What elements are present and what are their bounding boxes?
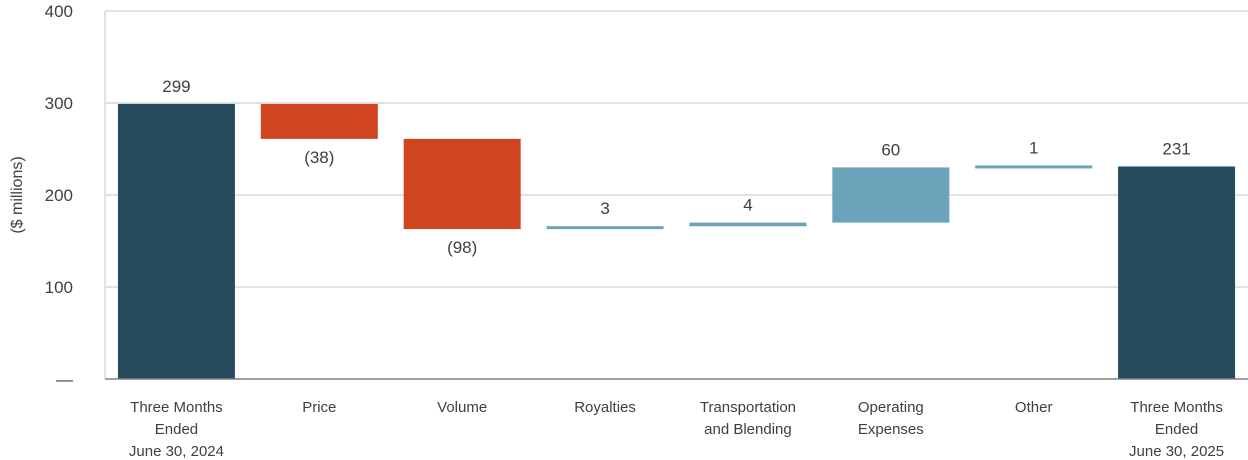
- bar-opex: [832, 167, 950, 223]
- x-tick-label-line: Ended: [155, 421, 198, 438]
- x-tick-label-line: Operating: [858, 399, 924, 416]
- labels: 299 Three Months Ended June 30, 2024 (38) Pri…: [129, 77, 1224, 460]
- x-tick-label-line: and Blending: [704, 421, 792, 438]
- y-tick-label: 100: [45, 278, 73, 297]
- data-label-transport: 4: [743, 196, 752, 215]
- bar-end: [1118, 166, 1236, 379]
- x-tick-label-price: Price: [302, 399, 336, 416]
- data-label-other: 1: [1029, 138, 1038, 157]
- x-tick-label-start: Three Months Ended June 30, 2024: [129, 399, 224, 460]
- x-tick-label-line: June 30, 2024: [129, 443, 224, 460]
- data-label-royalties: 3: [600, 199, 609, 218]
- x-tick-label-line: Three Months: [130, 399, 223, 416]
- x-tick-label-line: Three Months: [1130, 399, 1223, 416]
- bar-transport: [689, 222, 807, 227]
- data-label-opex: 60: [881, 140, 900, 159]
- x-tick-label-line: June 30, 2025: [1129, 443, 1224, 460]
- gridlines: [105, 10, 1248, 288]
- y-tick-label: 200: [45, 186, 73, 205]
- x-tick-label-other: Other: [1015, 399, 1053, 416]
- x-tick-label-line: Royalties: [574, 399, 636, 416]
- x-tick-label-royalties: Royalties: [574, 399, 636, 416]
- x-tick-label-volume: Volume: [437, 399, 487, 416]
- bar-price: [260, 103, 378, 139]
- data-label-price: (38): [304, 148, 334, 167]
- x-tick-label-opex: Operating Expenses: [858, 399, 924, 438]
- bar-royalties: [546, 226, 664, 230]
- axes: — 100 200 300 400 ($ millions): [9, 2, 1248, 389]
- data-label-start: 299: [162, 77, 190, 96]
- x-tick-label-line: Expenses: [858, 421, 924, 438]
- data-label-end: 231: [1162, 139, 1190, 158]
- y-tick-label: 300: [45, 94, 73, 113]
- bars: [117, 103, 1236, 380]
- bar-volume: [403, 138, 521, 230]
- x-tick-label-line: Volume: [437, 399, 487, 416]
- y-tick-label: 400: [45, 2, 73, 21]
- x-tick-label-transport: Transportation and Blending: [700, 399, 796, 438]
- x-tick-label-line: Transportation: [700, 399, 796, 416]
- x-tick-label-line: Other: [1015, 399, 1053, 416]
- x-tick-label-line: Ended: [1155, 421, 1198, 438]
- bar-start: [117, 103, 235, 380]
- y-axis-title: ($ millions): [9, 156, 26, 233]
- x-tick-label-end: Three Months Ended June 30, 2025: [1129, 399, 1224, 460]
- y-tick-label: —: [56, 370, 73, 389]
- x-tick-label-line: Price: [302, 399, 336, 416]
- data-label-volume: (98): [447, 238, 477, 257]
- bar-other: [975, 165, 1093, 169]
